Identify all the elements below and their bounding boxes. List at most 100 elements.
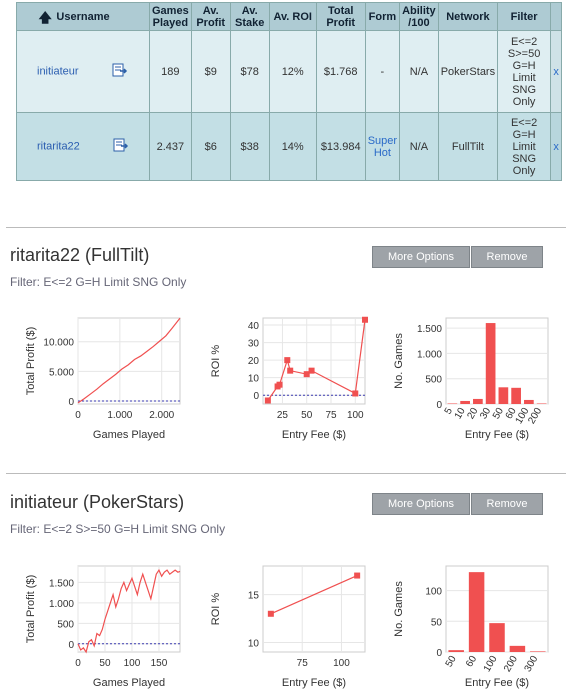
col-ability[interactable]: Ability /100 [399, 2, 439, 31]
table-header-row: 🡅 Username Games Played Av. Profit Av. St… [16, 2, 563, 31]
x-tick-label: 50 [491, 406, 506, 422]
x-tick-label: 20 [465, 406, 480, 422]
y-tick-label: 15 [248, 591, 260, 602]
col-network[interactable]: Network [437, 2, 499, 31]
cell-network: PokerStars [437, 30, 499, 113]
bar [447, 403, 458, 404]
x-tick-label: 75 [325, 410, 337, 421]
x-axis-label: Entry Fee ($) [465, 429, 529, 441]
bar [473, 398, 483, 404]
col-filter[interactable]: Filter [497, 2, 552, 31]
series-line [77, 317, 181, 404]
remove-button[interactable]: Remove [471, 246, 543, 268]
y-tick-label: 10 [248, 638, 260, 649]
export-icon[interactable] [112, 63, 128, 80]
y-axis-label: Total Profit ($) [25, 327, 37, 395]
y-tick-label: 0 [436, 648, 442, 659]
x-axis-label: Entry Fee ($) [282, 677, 346, 689]
x-tick-label: 200 [526, 406, 544, 426]
col-avstake[interactable]: Av. Stake [229, 2, 270, 31]
cell-filter: E<=2 G=H Limit SNG Only [497, 112, 552, 181]
plot-area [262, 317, 366, 405]
table-row: initiateur 189 $9 $78 12% $1.768 - N/A P… [16, 30, 563, 113]
roi-chart: 0 10 20 30 40 Entry Fee ($) ROI % 25 50 75 100 [210, 316, 368, 441]
export-icon[interactable] [113, 138, 129, 155]
x-tick-label: 75 [297, 658, 309, 669]
y-tick-label: 500 [57, 619, 74, 630]
plot-area [77, 565, 181, 653]
cell-filter: E<=2 S>=50 G=H Limit SNG Only [497, 30, 552, 113]
data-point [276, 381, 283, 388]
cell-form: - [364, 30, 401, 113]
y-tick-label: 30 [248, 339, 260, 350]
col-username[interactable]: 🡅 Username [16, 2, 150, 31]
bar [489, 623, 505, 652]
series-line [77, 568, 181, 654]
y-tick-label: 10.000 [43, 338, 74, 349]
cell-username: initiateur [16, 30, 150, 113]
remove-row-link[interactable]: x [550, 112, 563, 181]
y-tick-label: 0 [68, 397, 74, 408]
series-line [270, 575, 358, 615]
x-tick-label: 0 [75, 410, 81, 421]
remove-button[interactable]: Remove [471, 493, 543, 515]
col-avroi[interactable]: Av. ROI [268, 2, 317, 31]
y-axis-label: Total Profit ($) [25, 575, 37, 643]
cell-avprofit: $9 [190, 30, 231, 113]
x-tick-label: 100 [347, 410, 364, 421]
y-tick-label: 50 [431, 617, 443, 628]
y-tick-label: 20 [248, 356, 260, 367]
x-tick-label: 60 [504, 406, 519, 422]
section-divider [6, 227, 566, 228]
cell-username: ritarita22 [16, 112, 150, 181]
section-divider [6, 473, 566, 474]
data-point [267, 610, 274, 617]
y-tick-label: 1.500 [417, 324, 442, 335]
filter-text: Filter: E<=2 S>=50 G=H Limit SNG Only [10, 522, 226, 536]
col-avprofit[interactable]: Av. Profit [190, 2, 231, 31]
x-axis-label: Entry Fee ($) [282, 429, 346, 441]
table-row: ritarita22 2.437 $6 $38 14% $13.984 Supe… [16, 112, 563, 181]
data-point [303, 371, 310, 378]
col-games[interactable]: Games Played [149, 2, 192, 31]
y-tick-label: 0 [68, 640, 74, 651]
x-tick-label: 100 [124, 658, 141, 669]
username-link[interactable]: initiateur [37, 65, 79, 78]
cell-network: FullTilt [437, 112, 499, 181]
bar [468, 572, 485, 652]
y-tick-label: 1.500 [49, 578, 74, 589]
col-total[interactable]: Total Profit [315, 2, 366, 31]
more-options-button[interactable]: More Options [372, 246, 470, 268]
plot-area [77, 317, 181, 405]
data-point [287, 367, 294, 374]
plot-area [262, 565, 366, 653]
col-remove [550, 2, 563, 31]
remove-row-link[interactable]: x [550, 30, 563, 113]
col-form[interactable]: Form [364, 2, 401, 31]
cell-games: 2.437 [149, 112, 192, 181]
bar [509, 645, 526, 652]
username-link[interactable]: ritarita22 [37, 140, 80, 153]
x-tick-label: 5 [443, 406, 456, 417]
sort-arrow-icon[interactable]: 🡅 [38, 9, 52, 25]
cell-total: $1.768 [315, 30, 366, 113]
bar [536, 403, 547, 404]
bar [524, 399, 534, 404]
more-options-button[interactable]: More Options [372, 493, 470, 515]
y-tick-label: 5.000 [49, 367, 74, 378]
y-tick-label: 100 [425, 587, 442, 598]
x-axis-label: Entry Fee ($) [465, 677, 529, 689]
filter-text: Filter: E<=2 G=H Limit SNG Only [10, 275, 187, 289]
x-tick-label: 2.000 [149, 410, 174, 421]
x-tick-label: 150 [151, 658, 168, 669]
y-tick-label: 40 [248, 321, 260, 332]
cell-total: $13.984 [315, 112, 366, 181]
bar [448, 650, 464, 652]
x-tick-label: 1.000 [107, 410, 132, 421]
cell-avstake: $38 [229, 112, 270, 181]
x-tick-label: 300 [523, 654, 541, 674]
data-point [354, 572, 361, 579]
